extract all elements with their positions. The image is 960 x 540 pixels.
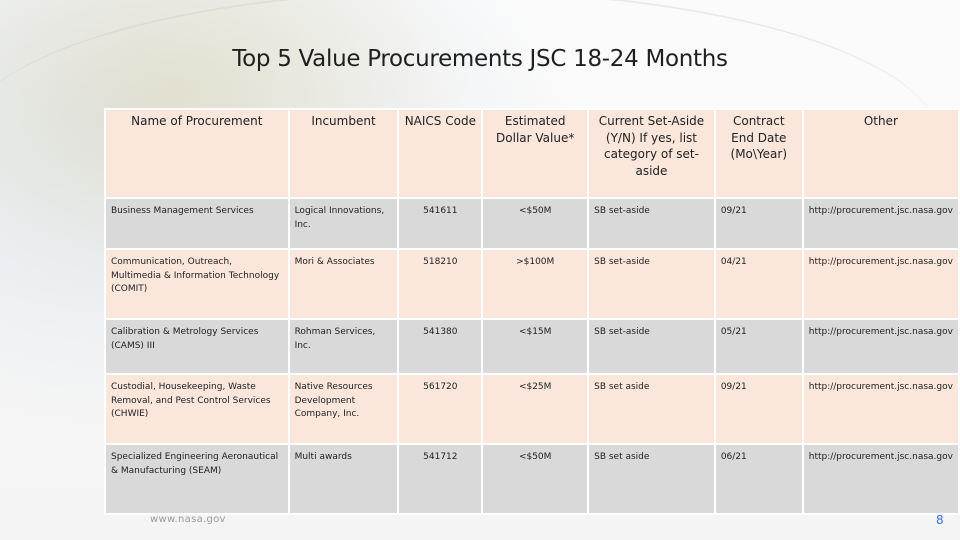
table-row: Calibration & Metrology Services (CAMS) … [104,318,960,375]
incumbent: Multi awards [287,443,400,515]
estimated-value: <$25M [481,373,590,445]
column-header: NAICS Code [397,108,484,199]
table-row: Custodial, Housekeeping, Waste Removal, … [104,373,960,445]
page-number: 8 [936,513,944,527]
other-link[interactable]: http://procurement.jsc.nasa.gov [801,318,960,375]
incumbent: Logical Innovations, Inc. [287,197,400,250]
estimated-value: <$50M [481,197,590,250]
procurement-name: Specialized Engineering Aeronautical & M… [104,443,290,515]
estimated-value: <$15M [481,318,590,375]
contract-end-date: 05/21 [713,318,804,375]
incumbent: Mori & Associates [287,248,400,320]
set-aside: SB set-aside [587,197,716,250]
set-aside: SB set-aside [587,248,716,320]
column-header: Name of Procurement [104,108,290,199]
incumbent: Rohman Services, Inc. [287,318,400,375]
set-aside: SB set-aside [587,318,716,375]
other-link[interactable]: http://procurement.jsc.nasa.gov [801,373,960,445]
procurement-name: Communication, Outreach, Multimedia & In… [104,248,290,320]
contract-end-date: 09/21 [713,373,804,445]
naics-code: 541712 [397,443,484,515]
naics-code: 541611 [397,197,484,250]
column-header: Other [801,108,960,199]
column-header: Current Set-Aside (Y/N) If yes, list cat… [587,108,716,199]
other-link[interactable]: http://procurement.jsc.nasa.gov [801,197,960,250]
footer-url: www.nasa.gov [150,514,226,525]
procurement-name: Business Management Services [104,197,290,250]
procurement-name: Calibration & Metrology Services (CAMS) … [104,318,290,375]
table-header-row: Name of Procurement Incumbent NAICS Code… [104,108,960,199]
contract-end-date: 06/21 [713,443,804,515]
column-header: Estimated Dollar Value* [481,108,590,199]
procurements-table: Name of Procurement Incumbent NAICS Code… [104,108,960,515]
naics-code: 518210 [397,248,484,320]
estimated-value: <$50M [481,443,590,515]
procurement-name: Custodial, Housekeeping, Waste Removal, … [104,373,290,445]
other-link[interactable]: http://procurement.jsc.nasa.gov [801,443,960,515]
slide-title: Top 5 Value Procurements JSC 18-24 Month… [232,46,728,72]
other-link[interactable]: http://procurement.jsc.nasa.gov [801,248,960,320]
table-row: Specialized Engineering Aeronautical & M… [104,443,960,515]
estimated-value: >$100M [481,248,590,320]
table-row: Communication, Outreach, Multimedia & In… [104,248,960,320]
naics-code: 541380 [397,318,484,375]
set-aside: SB set aside [587,443,716,515]
contract-end-date: 04/21 [713,248,804,320]
column-header: Contract End Date (Mo\Year) [713,108,804,199]
contract-end-date: 09/21 [713,197,804,250]
naics-code: 561720 [397,373,484,445]
incumbent: Native Resources Development Company, In… [287,373,400,445]
table-row: Business Management Services Logical Inn… [104,197,960,250]
set-aside: SB set aside [587,373,716,445]
column-header: Incumbent [287,108,400,199]
